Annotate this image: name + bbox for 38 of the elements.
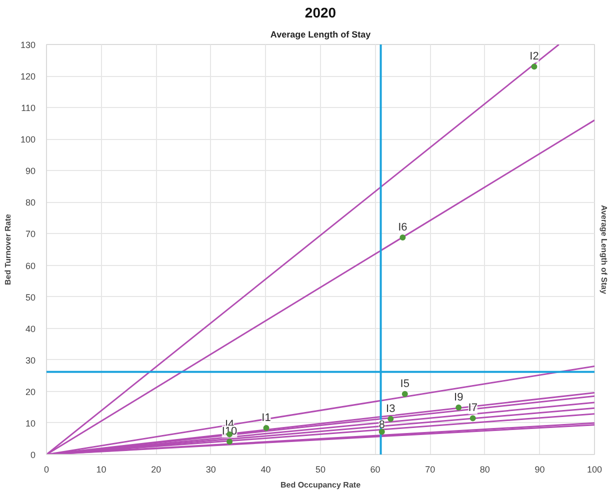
chart-title: 2020	[304, 4, 336, 20]
chart-subtitle: Average Length of Stay	[270, 30, 371, 40]
x-tick-label: 100	[586, 464, 602, 474]
y-tick-label: 120	[20, 72, 36, 82]
annotation: I6	[398, 222, 408, 234]
x-tick-label: 40	[260, 464, 271, 474]
y-tick-label: 0	[30, 450, 36, 460]
y-tick-label: 20	[25, 386, 36, 397]
x-tick-label: 90	[534, 464, 545, 474]
y-tick-label: 10	[25, 418, 36, 428]
annotation: I9	[454, 392, 464, 404]
y2-axis-title: Average Length of Stay	[600, 204, 608, 295]
x-tick-label: 80	[480, 464, 490, 474]
annotation: I1	[262, 412, 271, 424]
x-tick-label: 30	[206, 464, 216, 474]
x-tick-label: 70	[425, 464, 436, 474]
x-tick-label: 10	[96, 464, 106, 474]
y-tick-label: 60	[25, 260, 36, 271]
annotation: I3	[386, 402, 396, 415]
annotation: I5	[400, 378, 410, 390]
y-tick-label: 40	[25, 324, 36, 334]
x-tick-label: 0	[44, 464, 50, 474]
y-tick-label: 90	[25, 166, 36, 176]
y-tick-label: 130	[20, 40, 36, 50]
annotation: I7	[468, 402, 478, 414]
x-tick-label: 50	[315, 464, 326, 474]
x-tick-label: 60	[370, 464, 380, 474]
y-tick-label: 80	[25, 198, 36, 208]
y-tick-label: 70	[25, 229, 36, 240]
y-tick-label: 50	[25, 292, 36, 302]
y-tick-label: 110	[21, 103, 36, 114]
x-axis-title: Bed Occupancy Rate	[280, 480, 362, 490]
y-axis-title: Bed Turnover Rate	[3, 213, 12, 285]
y-tick-label: 100	[20, 134, 36, 145]
annotation: 8	[378, 418, 385, 431]
annotation: I2	[530, 50, 539, 63]
x-tick-label: 20	[151, 464, 162, 474]
y-tick-label: 30	[25, 355, 36, 366]
